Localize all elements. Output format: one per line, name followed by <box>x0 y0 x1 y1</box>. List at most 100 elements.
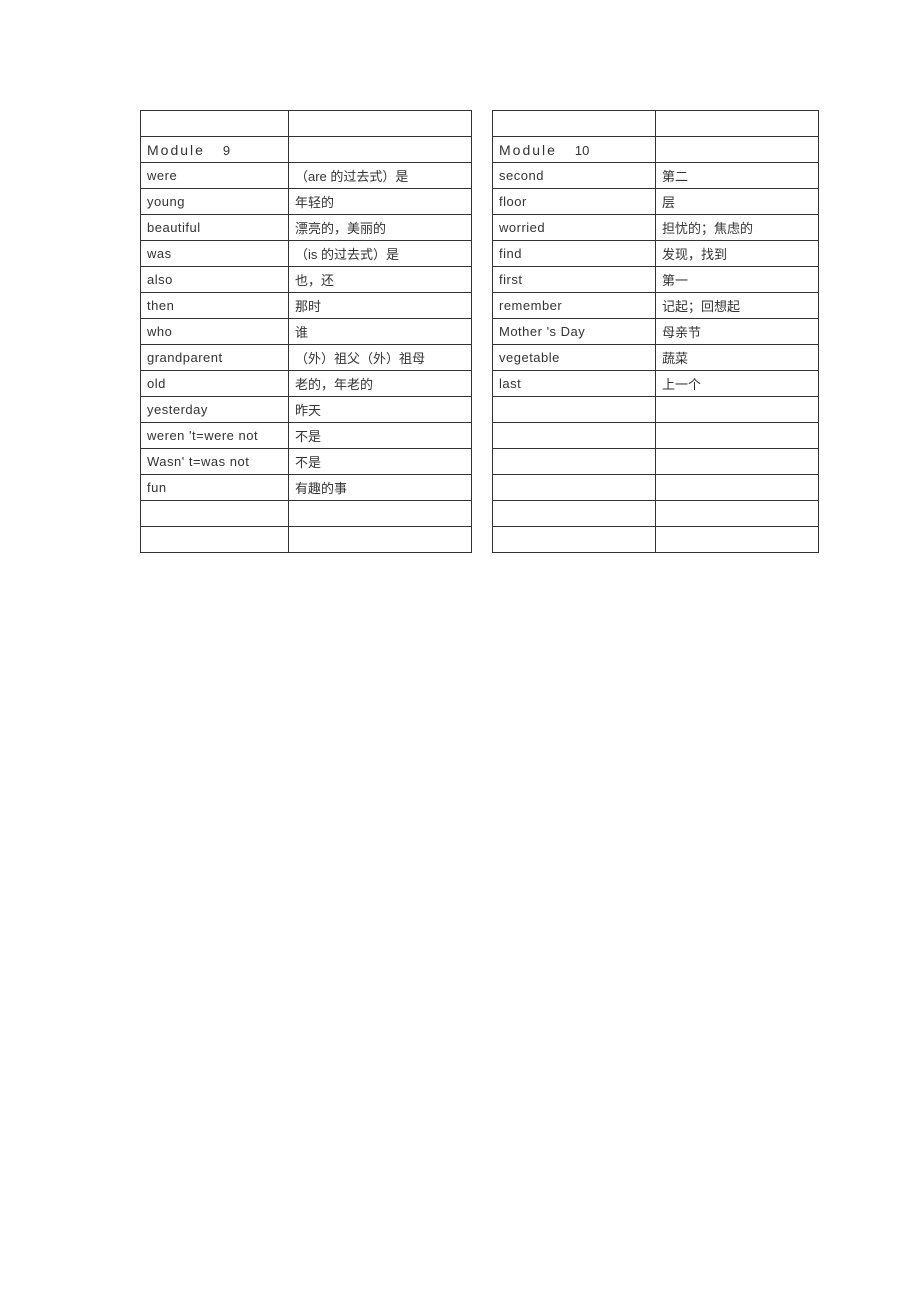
english-word: find <box>493 241 656 267</box>
chinese-meaning <box>656 449 819 475</box>
english-word: remember <box>493 293 656 319</box>
english-word: Wasn' t=was not <box>141 449 289 475</box>
chinese-meaning: 第一 <box>656 267 819 293</box>
module-label: Module <box>499 142 557 158</box>
table-row <box>493 527 819 553</box>
table-row: floor层 <box>493 189 819 215</box>
module-header-row: Module 9 <box>141 137 472 163</box>
english-word: worried <box>493 215 656 241</box>
table-row: worried担忧的；焦虑的 <box>493 215 819 241</box>
chinese-meaning: 发现，找到 <box>656 241 819 267</box>
vocab-table-right: Module10 second第二 floor层 worried担忧的；焦虑的 … <box>492 110 819 553</box>
table-row: old老的，年老的 <box>141 371 472 397</box>
chinese-meaning <box>289 501 472 527</box>
table-row: first第一 <box>493 267 819 293</box>
table-row <box>141 501 472 527</box>
english-word: old <box>141 371 289 397</box>
chinese-meaning: 记起；回想起 <box>656 293 819 319</box>
english-word <box>141 501 289 527</box>
table-row: vegetable蔬菜 <box>493 345 819 371</box>
chinese-meaning: （外）祖父（外）祖母 <box>289 345 472 371</box>
english-word <box>493 423 656 449</box>
table-row <box>493 111 819 137</box>
table-row <box>493 475 819 501</box>
table-row: last上一个 <box>493 371 819 397</box>
english-word: young <box>141 189 289 215</box>
chinese-meaning: 年轻的 <box>289 189 472 215</box>
chinese-meaning: 上一个 <box>656 371 819 397</box>
vocab-table-left: Module 9 were（are 的过去式）是 young年轻的 beautif… <box>140 110 472 553</box>
page-container: Module 9 were（are 的过去式）是 young年轻的 beautif… <box>0 0 920 553</box>
chinese-meaning: 母亲节 <box>656 319 819 345</box>
chinese-meaning: 那时 <box>289 293 472 319</box>
chinese-meaning <box>656 475 819 501</box>
table-row <box>493 449 819 475</box>
english-word <box>493 397 656 423</box>
table-row: then那时 <box>141 293 472 319</box>
english-word: beautiful <box>141 215 289 241</box>
english-word: fun <box>141 475 289 501</box>
chinese-meaning: 昨天 <box>289 397 472 423</box>
table-row: Wasn' t=was not不是 <box>141 449 472 475</box>
chinese-meaning <box>656 527 819 553</box>
english-word <box>493 475 656 501</box>
chinese-meaning <box>656 397 819 423</box>
empty-cell <box>493 111 656 137</box>
module-label: Module <box>147 142 205 158</box>
chinese-meaning: 老的，年老的 <box>289 371 472 397</box>
table-row: young年轻的 <box>141 189 472 215</box>
chinese-meaning: （is 的过去式）是 <box>289 241 472 267</box>
chinese-meaning: 层 <box>656 189 819 215</box>
english-word: yesterday <box>141 397 289 423</box>
table-row: beautiful漂亮的，美丽的 <box>141 215 472 241</box>
chinese-meaning <box>656 501 819 527</box>
english-word: also <box>141 267 289 293</box>
english-word: who <box>141 319 289 345</box>
empty-cell <box>141 111 289 137</box>
english-word: vegetable <box>493 345 656 371</box>
table-row: second第二 <box>493 163 819 189</box>
english-word: grandparent <box>141 345 289 371</box>
chinese-meaning: （are 的过去式）是 <box>289 163 472 189</box>
empty-cell <box>289 137 472 163</box>
table-row: also也，还 <box>141 267 472 293</box>
english-word: first <box>493 267 656 293</box>
table-row <box>493 397 819 423</box>
table-row: were（are 的过去式）是 <box>141 163 472 189</box>
english-word: second <box>493 163 656 189</box>
table-row: fun有趣的事 <box>141 475 472 501</box>
table-row: yesterday昨天 <box>141 397 472 423</box>
table-row: who谁 <box>141 319 472 345</box>
chinese-meaning: 第二 <box>656 163 819 189</box>
module-header-cell: Module 10 <box>493 137 656 163</box>
chinese-meaning: 蔬菜 <box>656 345 819 371</box>
empty-cell <box>289 111 472 137</box>
tables-wrapper: Module 9 were（are 的过去式）是 young年轻的 beautif… <box>140 110 920 553</box>
english-word: then <box>141 293 289 319</box>
english-word <box>493 501 656 527</box>
table-row <box>493 501 819 527</box>
module-number: 10 <box>575 143 589 158</box>
english-word <box>493 527 656 553</box>
chinese-meaning: 漂亮的，美丽的 <box>289 215 472 241</box>
table-row <box>493 423 819 449</box>
table-row <box>141 111 472 137</box>
module-header-row: Module 10 <box>493 137 819 163</box>
chinese-meaning: 担忧的；焦虑的 <box>656 215 819 241</box>
english-word: floor <box>493 189 656 215</box>
english-word: was <box>141 241 289 267</box>
english-word: were <box>141 163 289 189</box>
module-header-cell: Module 9 <box>141 137 289 163</box>
table-row: was（is 的过去式）是 <box>141 241 472 267</box>
english-word: last <box>493 371 656 397</box>
module-number: 9 <box>223 143 230 158</box>
table-row: Mother 's Day母亲节 <box>493 319 819 345</box>
chinese-meaning: 不是 <box>289 449 472 475</box>
english-word: weren 't=were not <box>141 423 289 449</box>
empty-cell <box>656 111 819 137</box>
chinese-meaning <box>289 527 472 553</box>
chinese-meaning: 有趣的事 <box>289 475 472 501</box>
english-word <box>141 527 289 553</box>
chinese-meaning: 谁 <box>289 319 472 345</box>
table-row: remember记起；回想起 <box>493 293 819 319</box>
